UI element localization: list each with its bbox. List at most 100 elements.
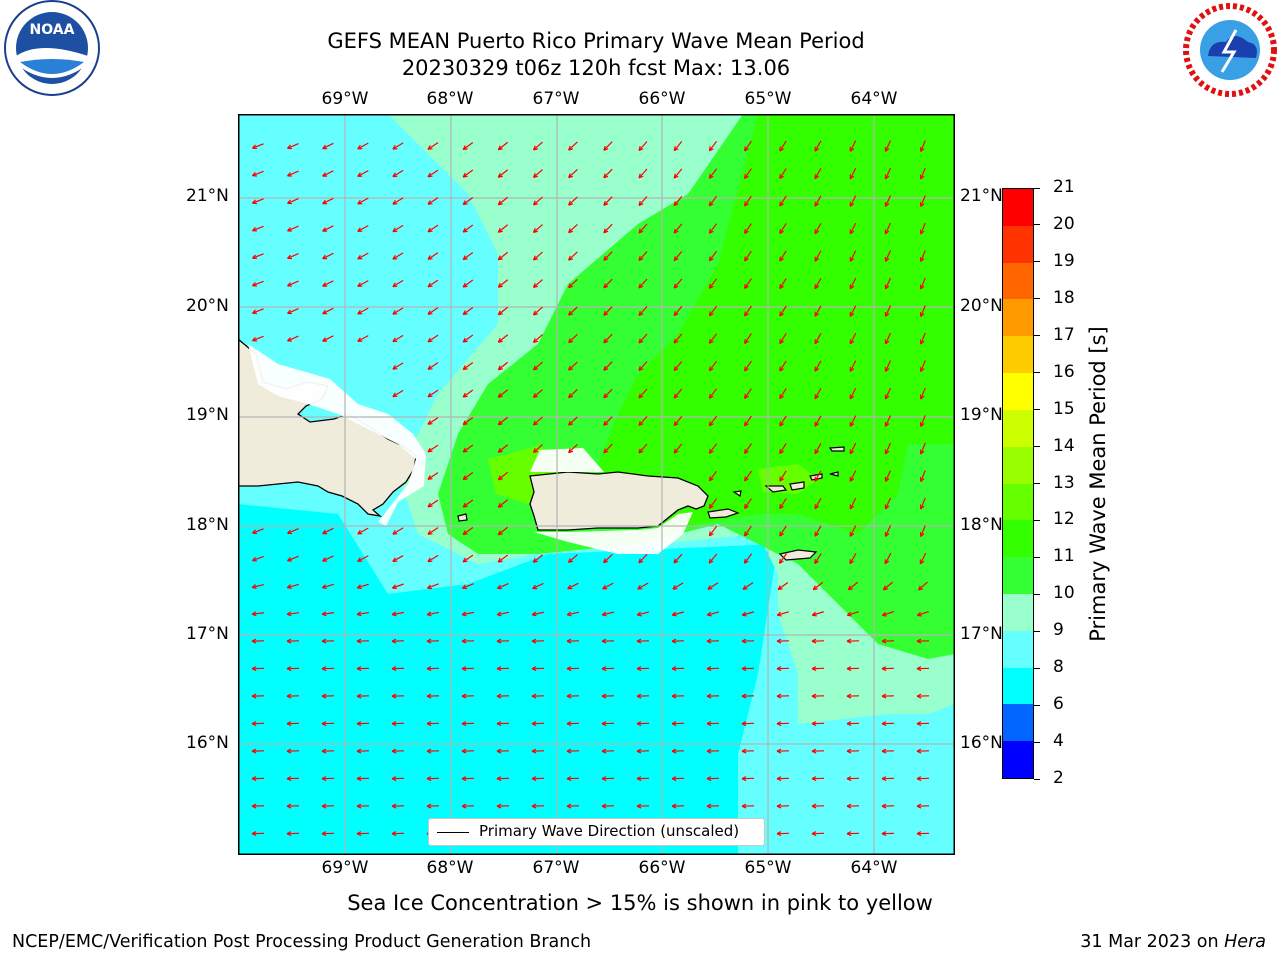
wave-arrow-head (356, 748, 362, 754)
puerto-rico-landmass (529, 471, 709, 531)
wave-arrow-head (427, 310, 433, 315)
wave-arrow-head (251, 831, 257, 837)
wave-arrow-shaft (779, 278, 787, 289)
wave-arrow-shaft (322, 225, 334, 232)
wave-arrow-head (532, 255, 538, 261)
wave-arrow-shaft (847, 581, 859, 591)
wave-arrow-head (919, 202, 925, 207)
wave-arrow-head (603, 338, 609, 344)
wave-arrow-shaft (462, 334, 474, 343)
wave-arrow-shaft (496, 611, 510, 616)
wave-arrow-shaft (638, 416, 648, 426)
wave-arrow-head (601, 748, 607, 754)
wave-arrow-head (638, 228, 644, 234)
wave-arrow-head (741, 721, 747, 727)
wave-arrow-shaft (287, 198, 299, 204)
wave-arrow-shaft (673, 305, 683, 317)
lat-label-left: 21°N (186, 186, 229, 206)
wave-arrow-head (251, 556, 257, 562)
wave-arrow-shaft (392, 389, 404, 398)
wave-arrow-head (919, 422, 925, 428)
wave-arrow-head (603, 393, 609, 399)
wave-arrow-shaft (392, 279, 404, 288)
wave-arrow-head (357, 172, 363, 177)
wave-arrow-head (321, 584, 327, 590)
wave-arrow-head (496, 666, 502, 672)
wave-arrow-shaft (603, 168, 613, 179)
wave-arrow-head (603, 365, 609, 371)
colorbar-tick-mark (1034, 667, 1040, 669)
wave-arrow-shaft (603, 333, 613, 344)
wave-arrow-shaft (462, 583, 474, 589)
wave-arrow-head (497, 337, 503, 343)
wave-arrow-head (322, 282, 328, 287)
wave-arrow-shaft (357, 225, 369, 232)
wave-arrow-head (636, 721, 642, 727)
wave-arrow-shaft (638, 553, 648, 564)
lon-label-top: 67°W (532, 89, 580, 109)
wave-arrow-head (673, 228, 679, 234)
wave-arrow-shaft (322, 335, 334, 342)
wave-arrow-head (706, 693, 712, 699)
wave-arrow-head (251, 803, 257, 809)
wave-arrow-head (708, 558, 714, 564)
wave-arrow-head (462, 447, 468, 453)
wave-arrow-shaft (673, 223, 683, 234)
wave-arrow-head (742, 585, 748, 590)
wave-arrow-shaft (603, 361, 613, 371)
wave-arrow-head (708, 201, 714, 207)
wave-arrow-head (357, 227, 363, 232)
colorbar-tick-mark (1034, 556, 1040, 558)
wave-arrow-head (744, 201, 749, 207)
wave-arrow-head (811, 721, 817, 727)
wave-arrow-shaft (883, 581, 893, 591)
wave-arrow-head (884, 256, 890, 262)
wave-arrow-head (392, 310, 398, 315)
wave-arrow-head (884, 229, 890, 235)
wave-arrow-shaft (427, 169, 439, 178)
wave-arrow-shaft (252, 584, 264, 588)
wave-arrow-shaft (919, 552, 927, 565)
wave-arrow-head (531, 611, 537, 617)
wave-arrow-head (884, 366, 890, 372)
wave-arrow-head (532, 228, 538, 234)
wave-arrow-head (673, 366, 679, 372)
wave-arrow-shaft (568, 554, 578, 563)
wave-arrow-head (392, 337, 398, 343)
wave-arrow-head (638, 145, 644, 152)
wave-arrow-shaft (708, 333, 718, 344)
wave-arrow-head (638, 393, 644, 399)
wave-arrow-head (601, 721, 607, 727)
wave-arrow-shaft (779, 470, 787, 482)
wave-arrow-head (916, 776, 922, 782)
wave-arrow-shaft (427, 583, 439, 589)
wave-arrow-head (814, 531, 820, 537)
wave-arrow-head (251, 748, 257, 754)
wave-arrow-head (391, 693, 397, 699)
wave-arrow-head (779, 174, 784, 180)
wave-arrow-shaft (603, 443, 613, 454)
wave-arrow-head (462, 420, 468, 426)
wave-arrow-head (531, 638, 537, 644)
lon-label-bottom: 65°W (744, 858, 792, 878)
wave-arrow-head (427, 365, 433, 370)
wave-arrow-head (919, 312, 925, 318)
culebra-island (732, 490, 742, 497)
wave-arrow-head (601, 611, 607, 617)
colorbar-tick-mark (1034, 261, 1040, 263)
wave-arrow-shaft (744, 223, 752, 234)
wave-arrow-shaft (744, 278, 752, 289)
wave-arrow-head (427, 337, 433, 343)
wave-arrow-head (671, 803, 677, 809)
wave-arrow-shaft (462, 141, 474, 151)
wave-arrow-shaft (708, 525, 718, 537)
wave-arrow-shaft (812, 611, 824, 616)
wave-arrow-shaft (777, 582, 789, 590)
wave-arrow-head (779, 201, 784, 207)
wave-arrow-shaft (708, 498, 718, 509)
wave-arrow-shaft (427, 252, 439, 260)
wave-arrow-head (776, 666, 782, 672)
wave-arrow-shaft (287, 528, 299, 534)
wave-arrow-head (779, 284, 784, 290)
wave-arrow-head (814, 311, 820, 317)
